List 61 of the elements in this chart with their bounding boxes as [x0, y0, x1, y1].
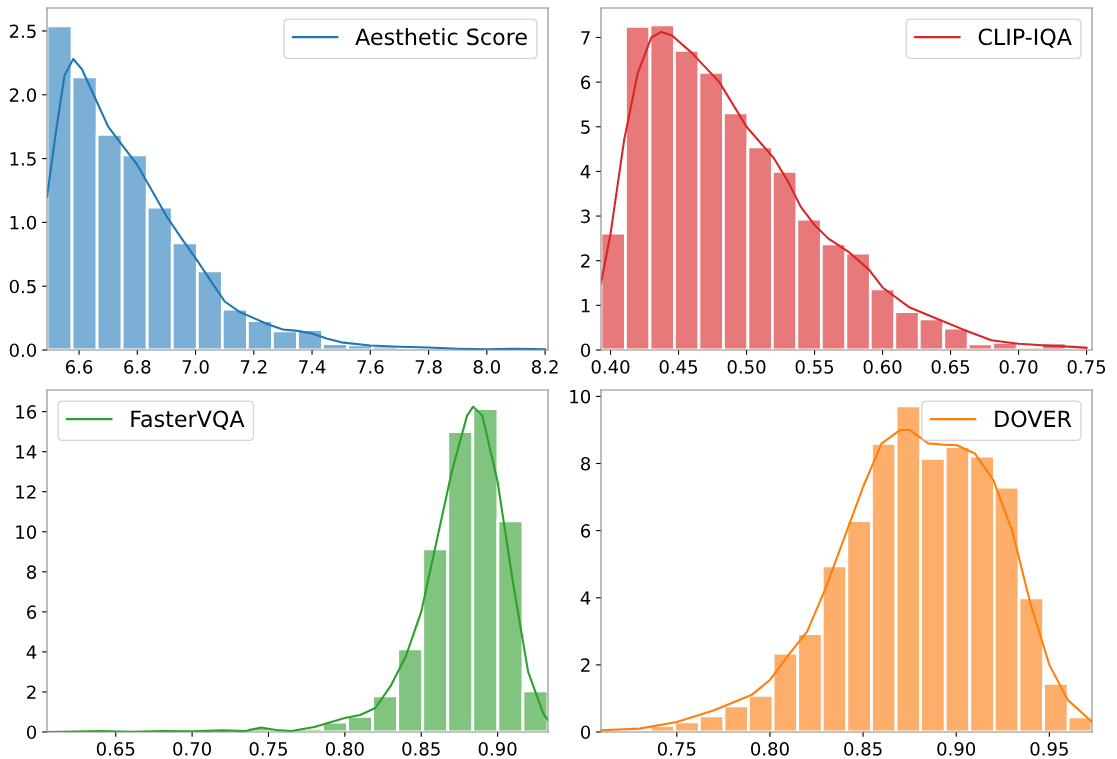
x-tick-label: 0.95 [1030, 742, 1068, 756]
y-tick-label: 0.5 [9, 279, 36, 294]
y-tick-label: 2.5 [9, 24, 36, 39]
y-tick-label: 16 [16, 405, 37, 419]
y-tick-label: 4 [580, 591, 591, 605]
x-tick-label: 0.60 [863, 360, 902, 374]
y-tick-label: 6 [581, 75, 591, 90]
y-tick-label: 4 [26, 645, 37, 659]
x-tick-label: 6.8 [124, 360, 151, 374]
y-tick-label: 0 [26, 725, 37, 740]
legend-label: CLIP-IQA [978, 28, 1072, 48]
x-tick-label: 0.70 [173, 742, 212, 756]
y-tick-label: 8 [581, 456, 591, 471]
legend-label: FasterVQA [131, 410, 245, 430]
y-tick-label: 10 [16, 525, 37, 539]
x-tick-label: 0.50 [727, 360, 766, 374]
y-tick-label: 2.0 [9, 88, 37, 102]
y-tick-label: 4 [580, 165, 591, 179]
x-tick-label: 0.45 [659, 360, 698, 374]
y-tick-label: 8 [27, 565, 37, 579]
y-tick-label: 0 [580, 725, 591, 740]
x-tick-label: 8.0 [473, 360, 500, 374]
x-tick-label: 6.6 [65, 360, 93, 374]
y-tick-label: 5 [581, 120, 590, 134]
x-tick-label: 0.90 [937, 742, 976, 756]
y-tick-label: 3 [581, 209, 590, 224]
legend-label: Aesthetic Score [355, 28, 527, 46]
y-tick-label: 1 [581, 299, 590, 313]
x-tick-label: 7.4 [299, 360, 326, 374]
x-tick-label: 0.85 [844, 742, 882, 756]
x-tick-label: 0.65 [931, 360, 970, 374]
x-tick-label: 0.75 [657, 742, 696, 756]
y-tick-label: 10 [570, 389, 591, 404]
x-tick-label: 0.75 [1067, 360, 1106, 374]
y-tick-label: 2 [27, 685, 36, 699]
legend-label: DOVER [995, 410, 1072, 428]
x-tick-label: 0.80 [751, 742, 789, 756]
y-tick-label: 0.0 [9, 343, 37, 358]
x-tick-label: 0.65 [96, 742, 135, 756]
y-tick-label: 2 [581, 658, 590, 672]
y-tick-label: 14 [16, 445, 37, 459]
x-tick-label: 0.40 [591, 360, 630, 374]
y-tick-label: 2 [581, 254, 590, 268]
x-tick-label: 7.2 [240, 360, 267, 374]
y-tick-label: 1.0 [10, 215, 37, 230]
x-tick-label: 0.90 [478, 742, 517, 756]
x-tick-label: 0.75 [249, 742, 287, 756]
x-tick-label: 0.85 [402, 742, 440, 756]
y-tick-label: 1.5 [10, 152, 36, 166]
y-tick-label: 6 [27, 605, 37, 619]
x-tick-label: 0.70 [999, 360, 1038, 374]
x-tick-label: 7.6 [357, 360, 384, 374]
y-tick-label: 6 [581, 524, 591, 538]
x-tick-label: 0.80 [325, 742, 364, 756]
y-tick-label: 0 [580, 343, 591, 358]
x-tick-label: 8.2 [531, 360, 558, 374]
y-tick-label: 12 [16, 485, 36, 499]
x-tick-label: 7.8 [415, 360, 442, 374]
y-tick-label: 7 [581, 31, 590, 45]
x-tick-label: 7.0 [182, 360, 209, 374]
x-tick-label: 0.55 [795, 360, 834, 374]
